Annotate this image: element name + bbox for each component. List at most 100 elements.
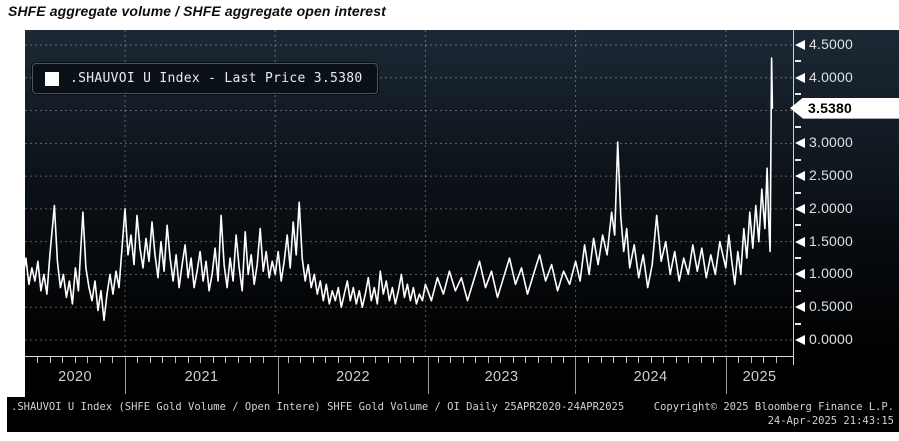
page-title: SHFE aggregate volume / SHFE aggregate o… <box>8 3 386 19</box>
x-axis-month-tick <box>701 357 702 363</box>
x-axis-month-tick <box>450 357 451 363</box>
series-legend-label: .SHAUVOI U Index - Last Price 3.5380 <box>70 71 363 86</box>
x-axis-month-tick <box>651 357 652 363</box>
x-axis-year-divider <box>575 357 576 394</box>
x-axis-month-tick <box>500 357 501 363</box>
x-axis-month-tick <box>688 357 689 363</box>
x-axis-month-tick <box>37 357 38 363</box>
x-axis-month-tick <box>62 357 63 363</box>
x-axis-month-tick <box>50 357 51 363</box>
x-axis-month-tick <box>338 357 339 363</box>
x-axis-month-tick <box>75 357 76 363</box>
tick-arrow-icon <box>795 203 805 214</box>
x-axis-month-tick <box>388 357 389 363</box>
x-axis-month-tick <box>663 357 664 363</box>
tick-arrow-icon <box>795 269 805 280</box>
x-axis-month-tick <box>200 357 201 363</box>
y-tick-label: 0.0000 <box>809 331 854 347</box>
tick-arrow-icon <box>795 171 805 182</box>
x-axis-month-tick <box>313 357 314 363</box>
tick-arrow-icon <box>795 302 805 313</box>
x-axis-month-tick <box>100 357 101 363</box>
x-axis-month-tick <box>250 357 251 363</box>
y-axis-minor-tick <box>795 257 801 260</box>
x-axis-month-tick <box>776 357 777 363</box>
chart-legend[interactable]: .SHAUVOI U Index - Last Price 3.5380 <box>32 63 378 94</box>
x-axis-month-tick <box>438 357 439 363</box>
tick-arrow-icon <box>795 236 805 247</box>
x-axis-month-tick <box>738 357 739 363</box>
x-axis-month-tick <box>213 357 214 363</box>
y-tick-label: 1.5000 <box>809 232 854 249</box>
x-axis-month-tick <box>513 357 514 363</box>
x-axis-year-divider <box>428 357 429 394</box>
series-marker-icon <box>45 71 59 86</box>
price-line-series <box>25 57 774 322</box>
x-axis-year-label: 2024 <box>633 369 668 385</box>
tick-arrow-icon <box>795 40 805 50</box>
y-tick-label: 3.0000 <box>809 134 854 151</box>
y-axis-minor-tick <box>795 224 801 227</box>
x-axis-month-tick <box>713 357 714 363</box>
x-axis-month-tick <box>763 357 764 363</box>
y-tick-label: 1.0000 <box>809 265 854 282</box>
x-axis-month-tick <box>150 357 151 363</box>
x-axis-month-tick <box>475 357 476 363</box>
chart-plot-area[interactable]: .SHAUVOI U Index - Last Price 3.5380 <box>25 30 793 356</box>
x-axis-month-tick <box>588 357 589 363</box>
y-tick-label: 4.5000 <box>809 36 854 52</box>
x-axis-corner-tick <box>793 356 794 365</box>
x-axis-month-tick <box>350 357 351 363</box>
bloomberg-chart-panel: .SHAUVOI U Index - Last Price 3.5380 3.5… <box>25 30 899 397</box>
y-axis-minor-tick <box>795 125 801 128</box>
y-axis-minor-tick <box>795 191 801 194</box>
x-axis-year-label: 2025 <box>742 369 777 385</box>
x-axis-month-tick <box>112 357 113 363</box>
x-axis-month-tick <box>175 357 176 363</box>
status-bar: .SHAUVOI U Index (SHFE Gold Volume / Ope… <box>7 397 899 432</box>
y-tick-label: 2.0000 <box>809 199 854 216</box>
x-axis-month-tick <box>188 357 189 363</box>
x-axis-line <box>25 356 794 357</box>
x-axis-month-tick <box>300 357 301 363</box>
y-axis-minor-tick <box>795 60 801 63</box>
y-axis-minor-tick <box>795 93 801 96</box>
x-axis-month-tick <box>638 357 639 363</box>
tick-arrow-icon <box>795 72 805 83</box>
x-axis-year-label: 2023 <box>484 369 519 385</box>
x-axis-month-tick <box>363 357 364 363</box>
x-axis-year-divider <box>278 357 279 394</box>
x-axis-month-tick <box>676 357 677 363</box>
x-axis-month-tick <box>375 357 376 363</box>
status-copyright: Copyright© 2025 Bloomberg Finance L.P. <box>653 401 894 413</box>
last-price-value: 3.5380 <box>808 100 853 117</box>
x-axis-month-tick <box>525 357 526 363</box>
x-axis-month-tick <box>413 357 414 363</box>
x-axis-month-tick <box>538 357 539 363</box>
x-axis-month-tick <box>288 357 289 363</box>
x-axis-month-tick <box>488 357 489 363</box>
y-axis-minor-tick <box>795 322 801 325</box>
tick-arrow-icon <box>795 138 805 149</box>
x-axis-year-divider <box>125 357 126 394</box>
x-axis-month-tick <box>463 357 464 363</box>
y-axis-minor-tick <box>795 289 801 292</box>
y-axis: 3.5380 4.5000 4.0000 3.0000 2.5000 2.0000 1.5… <box>790 30 899 356</box>
x-axis-month-tick <box>263 357 264 363</box>
tick-arrow-icon <box>795 335 805 345</box>
status-timestamp: 24-Apr-2025 21:43:15 <box>767 415 894 427</box>
y-tick-label: 0.5000 <box>809 298 854 315</box>
x-axis-month-tick <box>137 357 138 363</box>
y-tick-label: 2.5000 <box>809 167 854 184</box>
x-axis-month-tick <box>238 357 239 363</box>
x-axis-month-tick <box>626 357 627 363</box>
x-axis-year-label: 2020 <box>58 369 92 385</box>
y-tick-label: 4.0000 <box>809 68 854 85</box>
x-axis-month-tick <box>400 357 401 363</box>
status-security-description: .SHAUVOI U Index (SHFE Gold Volume / Ope… <box>11 401 625 413</box>
x-axis-month-tick <box>162 357 163 363</box>
x-axis-month-tick <box>601 357 602 363</box>
x-axis-year-label: 2022 <box>336 369 370 385</box>
x-axis-month-tick <box>613 357 614 363</box>
x-axis-year-label: 2021 <box>184 369 219 385</box>
